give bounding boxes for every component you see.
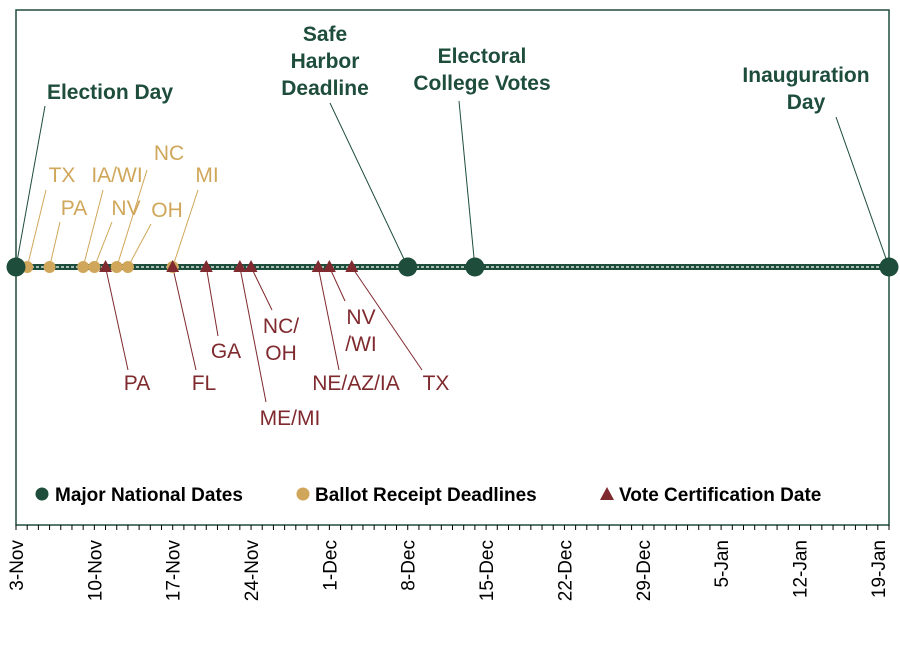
x-tick-label-19-jan: 19-Jan (869, 540, 890, 598)
point-label-ballot-receipt-deadlines-pa: PA (61, 197, 87, 220)
leader-line-ballot-receipt-deadlines-oh (127, 223, 152, 268)
leader-lines (15, 100, 890, 403)
marker-vote-certification-date-nv-wi (322, 260, 336, 272)
point-label-vote-certification-date-me-mi: ME/MI (260, 407, 321, 430)
timeline-axis (16, 264, 889, 270)
leader-line-vote-certification-date-me-mi (239, 266, 267, 403)
point-label-ballot-receipt-deadlines-mi: MI (195, 164, 218, 187)
x-tick-label-8-dec: 8-Dec (399, 540, 420, 591)
marker-ballot-receipt-deadlines-nc (110, 261, 123, 273)
marker-major-national-dates-election-day (6, 257, 26, 277)
leader-line-major-national-dates-election-day (15, 105, 46, 268)
x-tick-label-3-nov: 3-Nov (7, 540, 28, 591)
legend-marker-ballot-receipt-deadlines (296, 487, 310, 501)
leader-line-ballot-receipt-deadlines-nc (116, 169, 148, 268)
marker-vote-certification-date-tx (345, 260, 359, 272)
x-tick-label-12-jan: 12-Jan (790, 540, 811, 598)
legend-label-vote-certification-date: Vote Certification Date (619, 485, 821, 506)
legend-item-vote-certification-date: Vote Certification Date (600, 485, 821, 506)
x-tick-label-22-dec: 22-Dec (555, 540, 576, 601)
x-tick-label-15-dec: 15-Dec (477, 540, 498, 601)
marker-major-national-dates-safe-harbor-deadline (398, 257, 418, 277)
x-tick-label-24-nov: 24-Nov (242, 540, 263, 602)
leader-line-ballot-receipt-deadlines-nv (93, 221, 113, 268)
leader-line-vote-certification-date-ne-az-ia (317, 266, 340, 371)
marker-vote-certification-date-ne-az-ia (311, 260, 325, 272)
leader-line-ballot-receipt-deadlines-tx (26, 189, 47, 268)
leader-line-ballot-receipt-deadlines-mi (172, 189, 199, 268)
point-label-ballot-receipt-deadlines-tx: TX (49, 164, 76, 187)
point-label-ballot-receipt-deadlines-ia-wi: IA/WI (91, 164, 142, 187)
marker-vote-certification-date-fl (166, 260, 180, 272)
x-tick-label-1-dec: 1-Dec (320, 540, 341, 591)
point-label-vote-certification-date-pa: PA (124, 372, 150, 395)
legend-marker-major-national-dates (35, 487, 49, 501)
point-label-major-national-dates-election-day: Election Day (47, 81, 173, 104)
leader-line-vote-certification-date-ga (205, 266, 219, 337)
point-label-vote-certification-date-nv-wi: NV/WI (345, 306, 377, 356)
leader-line-vote-certification-date-pa (105, 266, 129, 371)
leader-line-vote-certification-date-tx (351, 266, 423, 371)
leader-line-vote-certification-date-fl (172, 266, 197, 371)
point-label-vote-certification-date-fl: FL (192, 372, 217, 395)
point-label-vote-certification-date-nc-oh: NC/OH (263, 315, 299, 365)
marker-ballot-receipt-deadlines-pa (43, 261, 56, 273)
point-label-ballot-receipt-deadlines-oh: OH (151, 199, 183, 222)
marker-vote-certification-date-nc-oh (244, 260, 258, 272)
marker-ballot-receipt-deadlines-oh (121, 261, 134, 273)
legend-item-ballot-receipt-deadlines: Ballot Receipt Deadlines (296, 485, 537, 506)
marker-ballot-receipt-deadlines-nv (88, 261, 101, 273)
legend-label-ballot-receipt-deadlines: Ballot Receipt Deadlines (315, 485, 537, 506)
leader-line-major-national-dates-safe-harbor-deadline (329, 102, 409, 268)
x-axis: 3-Nov 10-Nov 17-Nov 24-Nov 1-Dec 8-Dec 15-Dec 2… (7, 525, 890, 601)
x-tick-label-5-jan: 5-Jan (712, 540, 733, 588)
point-label-vote-certification-date-ga: GA (211, 340, 241, 363)
leader-line-major-national-dates-electoral-college-votes (458, 100, 476, 268)
marker-major-national-dates-inauguration-day (879, 257, 899, 277)
x-tick-label-10-nov: 10-Nov (85, 540, 106, 602)
leader-line-major-national-dates-inauguration-day (835, 116, 890, 268)
point-label-ballot-receipt-deadlines-nc: NC (154, 142, 184, 165)
markers (6, 257, 899, 277)
point-label-major-national-dates-safe-harbor-deadline: Safe Harbor Deadline (281, 23, 369, 100)
point-label-major-national-dates-electoral-college-votes: Electoral College Votes (413, 45, 550, 95)
legend-label-major-national-dates: Major National Dates (55, 485, 243, 506)
point-label-vote-certification-date-ne-az-ia: NE/AZ/IA (312, 372, 400, 395)
marker-vote-certification-date-ga (199, 260, 213, 272)
leader-line-ballot-receipt-deadlines-ia-wi (82, 189, 104, 268)
point-label-ballot-receipt-deadlines-nv: NV (111, 197, 140, 220)
leader-line-ballot-receipt-deadlines-pa (49, 221, 61, 268)
leader-line-vote-certification-date-nv-wi (328, 266, 346, 302)
marker-vote-certification-date-me-mi (233, 260, 247, 272)
legend-item-major-national-dates: Major National Dates (35, 485, 243, 506)
marker-vote-certification-date-pa (99, 260, 113, 272)
marker-major-national-dates-electoral-college-votes (465, 257, 485, 277)
point-label-major-national-dates-inauguration-day: Inauguration Day (742, 64, 869, 114)
leader-line-vote-certification-date-nc-oh (250, 266, 273, 311)
legend: Major National Dates Ballot Receipt Deadl… (35, 485, 821, 506)
legend-marker-vote-certification-date (600, 487, 614, 500)
x-tick-label-17-nov: 17-Nov (164, 540, 185, 602)
marker-ballot-receipt-deadlines-ia-wi (77, 261, 90, 273)
x-tick-label-29-dec: 29-Dec (634, 540, 655, 601)
point-label-vote-certification-date-tx: TX (423, 372, 450, 395)
